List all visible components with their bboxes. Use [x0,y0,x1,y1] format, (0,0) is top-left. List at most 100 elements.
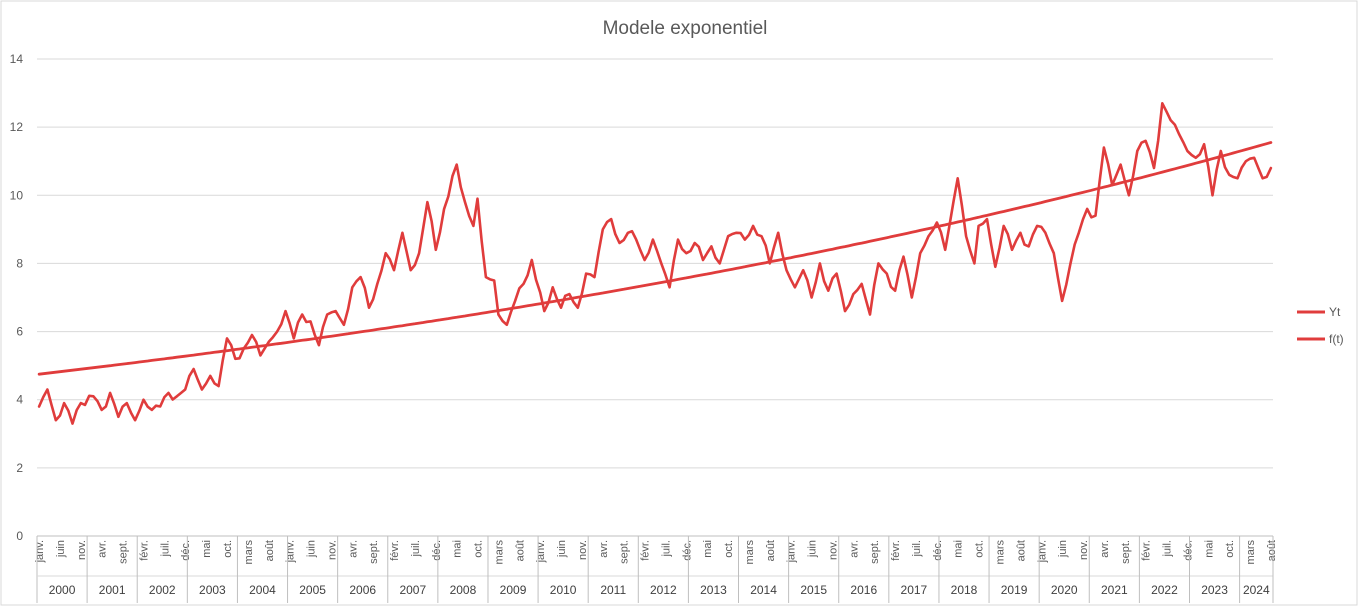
x-month-label: déc. [681,540,693,561]
x-year-label: 2005 [299,583,326,597]
x-month-label: avr. [598,540,610,558]
x-year-label: 2022 [1151,583,1178,597]
x-month-label: juil. [660,540,672,558]
x-month-label: juin [1057,540,1069,558]
x-year-label: 2023 [1201,583,1228,597]
x-month-label: juin [306,540,318,558]
x-month-label: avr. [848,540,860,558]
legend-label: Yt [1329,305,1341,319]
legend-label: f(t) [1329,332,1344,346]
x-month-label: avr. [347,540,359,558]
x-month-label: janv. [1036,540,1048,563]
x-month-label: nov. [577,540,589,560]
x-month-label: févr. [890,540,902,561]
legend: Yt f(t) [1297,305,1344,346]
x-month-label: janv. [34,540,46,563]
x-month-label: mars [243,540,255,565]
x-year-label: 2001 [99,583,126,597]
x-year-label: 2021 [1101,583,1128,597]
x-month-label: févr. [1141,540,1153,561]
x-month-label: mars [493,540,505,565]
x-year-label: 2000 [49,583,76,597]
x-year-label: 2007 [399,583,426,597]
x-month-label: août [1015,540,1027,561]
x-month-label: oct. [974,540,986,558]
x-month-label: juin [807,540,819,558]
x-month-label: juin [55,540,67,558]
x-year-label: 2013 [700,583,727,597]
x-month-label: juil. [159,540,171,558]
x-month-label: févr. [389,540,401,561]
y-tick-label: 14 [10,52,24,66]
x-month-label: sept. [869,540,881,564]
x-month-label: sept. [118,540,130,564]
x-month-label: août [514,540,526,561]
y-tick-label: 12 [10,120,24,134]
x-month-label: mai [201,540,213,558]
x-month-label: juil. [1162,540,1174,558]
x-month-label: déc. [932,540,944,561]
x-month-label: févr. [640,540,652,561]
series-ft-line [37,141,1273,376]
y-tick-label: 0 [16,529,23,543]
x-year-label: 2004 [249,583,276,597]
x-month-label: juil. [410,540,422,558]
series-layer [37,102,1273,425]
x-year-label: 2003 [199,583,226,597]
x-month-label: mars [994,540,1006,565]
y-tick-label: 2 [16,461,23,475]
x-year-label: 2018 [951,583,978,597]
x-month-label: oct. [723,540,735,558]
x-month-label: août [264,540,276,561]
x-year-label: 2009 [500,583,527,597]
x-year-label: 2012 [650,583,677,597]
y-tick-label: 4 [16,393,23,407]
x-month-label: mai [452,540,464,558]
x-month-label: avr. [1099,540,1111,558]
x-month-label: mars [744,540,756,565]
x-year-label: 2014 [750,583,777,597]
y-tick-label: 8 [16,256,23,270]
x-month-label: janv. [535,540,547,563]
x-month-label: oct. [473,540,485,558]
x-year-label: 2020 [1051,583,1078,597]
x-month-label: mars [1245,540,1257,565]
x-year-label: 2016 [850,583,877,597]
x-year-label: 2017 [901,583,928,597]
y-tick-label: 10 [10,188,24,202]
x-month-label: août [765,540,777,561]
x-year-label: 2015 [800,583,827,597]
x-month-label: sept. [368,540,380,564]
x-month-label: juin [556,540,568,558]
x-month-label: avr. [97,540,109,558]
x-year-label: 2024 [1243,583,1270,597]
x-month-label: janv. [285,540,297,563]
x-month-label: déc. [1182,540,1194,561]
x-year-label: 2019 [1001,583,1028,597]
x-month-label: nov. [76,540,88,560]
x-month-label: mai [702,540,714,558]
x-month-label: oct. [222,540,234,558]
x-year-label: 2002 [149,583,176,597]
x-month-label: févr. [138,540,150,561]
x-axis: janv. juin nov. avr. sept. févr. juil. déc. mai o… [34,535,1278,603]
x-month-label: nov. [827,540,839,560]
x-month-label: nov. [1078,540,1090,560]
x-year-label: 2010 [550,583,577,597]
y-axis: 0 2 4 6 8 10 12 14 [10,52,24,543]
x-month-label: août [1266,540,1278,561]
x-year-label: 2006 [349,583,376,597]
x-month-label: déc. [180,540,192,561]
x-month-label: sept. [1120,540,1132,564]
x-month-label: mai [1203,540,1215,558]
y-tick-label: 6 [16,325,23,339]
x-month-label: juil. [911,540,923,558]
x-year-label: 2011 [600,583,626,597]
x-month-label: nov. [326,540,338,560]
x-month-label: sept. [619,540,631,564]
x-month-label: déc. [431,540,443,561]
chart-title: Modele exponentiel [603,18,768,39]
